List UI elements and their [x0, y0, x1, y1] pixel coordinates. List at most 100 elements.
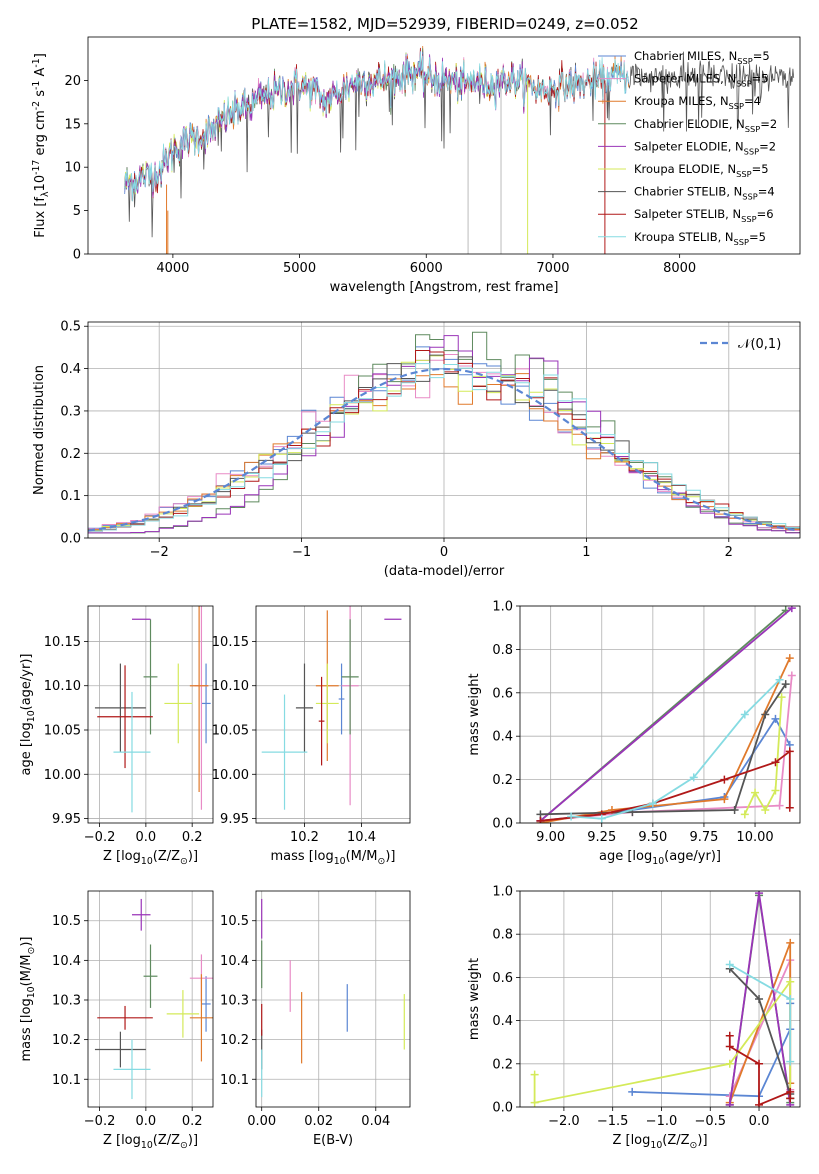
- weight-marker: [725, 960, 734, 969]
- y-tick-label: 20: [64, 74, 81, 89]
- errorbar-point: [94, 663, 146, 753]
- y-tick-label: 10.1: [220, 1073, 249, 1088]
- y-tick-label: 9.95: [52, 812, 81, 827]
- weight-marker: [786, 1094, 795, 1103]
- y-tick-label: 10.2: [220, 1033, 249, 1048]
- y-tick-label: 10.1: [52, 1073, 81, 1088]
- x-tick-label: 7000: [536, 261, 569, 276]
- plot-area: [261, 898, 405, 1098]
- y-tick-label: 15: [64, 117, 81, 132]
- legend-entry: Kroupa MILES, NSSP=4: [634, 94, 761, 111]
- errorbar-point: [97, 665, 153, 769]
- weight-marker: [787, 671, 796, 680]
- x-axis-label: Z [log10(Z/Z⊙)]: [103, 1133, 198, 1151]
- y-tick-label: 0.0: [492, 1101, 513, 1116]
- y-tick-label: 10.15: [212, 635, 249, 650]
- x-tick-label: 2: [725, 545, 733, 560]
- weight-marker: [786, 995, 795, 1003]
- y-axis-label: mass weight: [467, 673, 482, 755]
- residual-histogram: [88, 363, 800, 532]
- y-tick-label: 0.0: [60, 532, 81, 547]
- x-tick-label: 10.2: [290, 830, 319, 845]
- plot-area: [88, 331, 800, 534]
- x-axis-label: Z [log10(Z/Z⊙)]: [103, 849, 198, 867]
- panel-weight-vs-age: 9.00 9.25 9.50 9.75 10.00 0.0 0.2 0.4 0.6 0.8 1.0 a…: [467, 600, 801, 867]
- errorbar-point: [295, 663, 314, 753]
- y-tick-label: 10.5: [220, 914, 249, 929]
- x-tick-label: 0.0: [136, 830, 157, 845]
- axes-frame: [87, 890, 214, 1108]
- y-tick-label: 0.6: [492, 971, 513, 986]
- weight-marker: [740, 810, 749, 819]
- weight-marker: [781, 680, 790, 689]
- plot-area: [124, 45, 795, 254]
- y-tick-label: 0.6: [492, 686, 513, 701]
- x-tick-label: 10.00: [736, 830, 773, 845]
- x-tick-label: 0.00: [247, 1114, 276, 1129]
- weight-marker: [597, 814, 606, 823]
- errorbar-point: [164, 663, 193, 744]
- panel-age-vs-Z: −0.2 0.0 0.2 9.95 10.00 10.05 10.10 10.15 Z [log…: [19, 605, 214, 867]
- weight-line: [571, 679, 781, 820]
- weight-marker: [725, 1100, 734, 1107]
- spectrum-line: [124, 48, 528, 197]
- x-tick-label: 9.25: [587, 830, 616, 845]
- y-tick-label: 10.2: [52, 1033, 81, 1048]
- y-tick-label: 0.8: [492, 928, 513, 943]
- x-tick-label: 10.4: [347, 830, 376, 845]
- weight-line: [539, 607, 793, 822]
- y-tick-label: 10.3: [52, 993, 81, 1008]
- weight-marker: [761, 805, 770, 814]
- x-axis-label: wavelength [Angstrom, rest frame]: [330, 280, 559, 295]
- weight-marker: [725, 1059, 734, 1068]
- weight-marker: [775, 801, 784, 810]
- y-tick-label: 5: [73, 204, 81, 219]
- y-tick-label: 10.10: [212, 679, 249, 694]
- plot-area: [94, 898, 213, 1100]
- plot-area: [530, 891, 795, 1107]
- weight-marker: [628, 1087, 637, 1096]
- y-axis-label: mass [log10(M/M⊙)]: [19, 937, 37, 1062]
- weight-marker: [755, 891, 764, 898]
- weight-line: [632, 1003, 792, 1098]
- legend-entry: Salpeter ELODIE, NSSP=2: [634, 139, 776, 156]
- x-tick-label: 0.04: [361, 1114, 390, 1129]
- weight-marker: [530, 1098, 539, 1107]
- x-tick-label: −2.0: [548, 1114, 580, 1129]
- errorbar-point: [338, 663, 345, 735]
- y-tick-label: 0.2: [492, 773, 513, 788]
- legend-entry: Salpeter MILES, NSSP=5: [634, 72, 769, 89]
- y-tick-label: 10.15: [44, 635, 81, 650]
- y-tick-label: 0.4: [492, 1014, 513, 1029]
- x-tick-label: −1.5: [597, 1114, 629, 1129]
- y-tick-label: 10.4: [220, 954, 249, 969]
- y-tick-label: 10.10: [44, 679, 81, 694]
- y-tick-label: 10.00: [212, 768, 249, 783]
- axes-frame: [87, 605, 214, 824]
- weight-marker: [786, 938, 795, 947]
- axes-frame: [87, 36, 801, 255]
- weight-marker: [786, 977, 795, 986]
- errorbar-point: [201, 663, 211, 744]
- x-tick-label: −1.0: [646, 1114, 678, 1129]
- weight-marker: [755, 1059, 764, 1068]
- weight-marker: [720, 775, 729, 784]
- errorbar-point: [143, 619, 158, 735]
- figure-title: PLATE=1582, MJD=52939, FIBERID=0249, z=0…: [251, 15, 638, 33]
- y-tick-label: 0.0: [492, 817, 513, 832]
- weight-marker: [787, 606, 796, 613]
- y-axis-label: age [log10(age/yr)]: [19, 654, 37, 776]
- y-tick-label: 0.3: [60, 404, 81, 419]
- x-axis-label: E(B-V): [313, 1133, 353, 1148]
- x-tick-label: −0.2: [84, 830, 116, 845]
- weight-marker: [785, 654, 794, 663]
- legend-entry: Chabrier ELODIE, NSSP=2: [634, 117, 777, 134]
- errorbar-point: [189, 606, 209, 792]
- weight-line: [728, 959, 792, 1097]
- x-tick-label: 5000: [283, 261, 316, 276]
- legend-entry: Kroupa ELODIE, NSSP=5: [634, 162, 769, 179]
- y-tick-label: 0.2: [60, 447, 81, 462]
- x-tick-label: −2: [150, 545, 169, 560]
- plot-area: [261, 606, 402, 810]
